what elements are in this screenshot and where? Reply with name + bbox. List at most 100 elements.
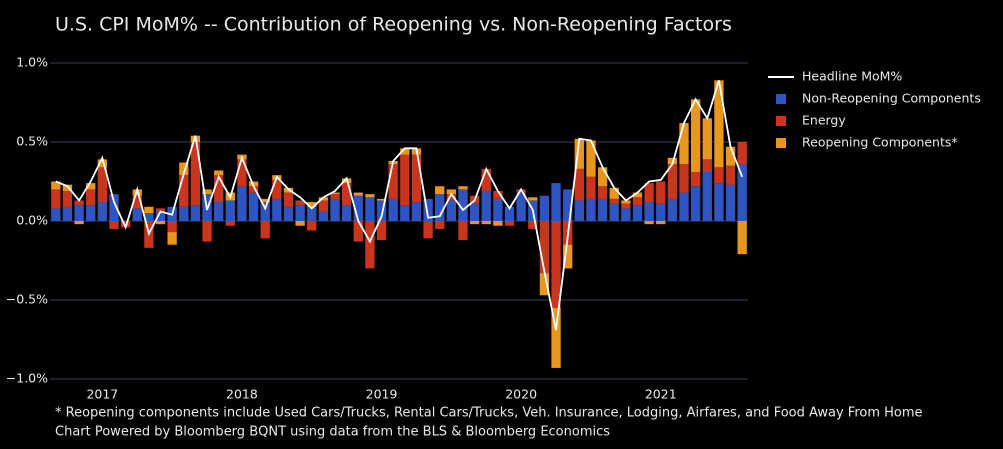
bar-segment bbox=[411, 154, 422, 203]
bar-segment bbox=[86, 189, 96, 206]
x-tick-label: 2018 bbox=[226, 387, 258, 402]
bar-segment bbox=[260, 198, 270, 203]
bar-segment bbox=[725, 165, 736, 185]
bar-segment bbox=[737, 221, 747, 255]
footnote: * Reopening components include Used Cars… bbox=[55, 406, 923, 421]
bar-segment bbox=[586, 198, 596, 221]
bar-segment bbox=[214, 202, 224, 221]
bar-segment bbox=[737, 142, 747, 165]
bar-segment bbox=[632, 205, 643, 221]
bar-segment bbox=[225, 200, 235, 221]
bar-segment bbox=[295, 200, 305, 206]
bar-segment bbox=[179, 162, 189, 176]
bar-segment bbox=[179, 175, 189, 207]
bar-segment bbox=[51, 208, 61, 221]
bar-segment bbox=[528, 197, 538, 201]
bar-segment bbox=[237, 159, 247, 187]
bar-segment bbox=[597, 198, 608, 221]
bar-segment bbox=[307, 202, 317, 207]
bar-segment bbox=[586, 176, 596, 199]
legend-label: Headline MoM% bbox=[802, 69, 902, 84]
bar-segment bbox=[97, 159, 108, 168]
bar-segment bbox=[190, 205, 201, 221]
bar-segment bbox=[214, 175, 224, 203]
x-tick-label: 2020 bbox=[505, 387, 537, 402]
bar-segment bbox=[225, 221, 235, 226]
bar-segment bbox=[702, 118, 712, 160]
bar-segment bbox=[516, 192, 526, 221]
bar-segment bbox=[376, 198, 387, 201]
bar-segment bbox=[155, 221, 166, 225]
bar-segment bbox=[563, 189, 573, 221]
bar-segment bbox=[539, 195, 550, 221]
footnote: Chart Powered by Bloomberg BQNT using da… bbox=[55, 425, 610, 440]
bar-segment bbox=[725, 184, 736, 221]
bar-segment bbox=[632, 192, 643, 198]
legend-swatch bbox=[776, 138, 786, 148]
bar-segment bbox=[644, 183, 654, 203]
x-tick-label: 2021 bbox=[645, 387, 677, 402]
bar-segment bbox=[551, 183, 561, 221]
bar-segment bbox=[167, 232, 177, 245]
bar-segment bbox=[353, 195, 363, 221]
legend-label: Energy bbox=[802, 113, 846, 128]
bar-segment bbox=[690, 172, 701, 187]
bar-segment bbox=[376, 200, 387, 221]
bar-segment bbox=[528, 221, 538, 229]
bar-segment bbox=[481, 221, 491, 225]
bar-segment bbox=[144, 213, 154, 221]
bar-segment bbox=[365, 221, 375, 269]
bar-segment bbox=[248, 186, 259, 193]
bar-segment bbox=[702, 159, 712, 173]
bar-segment bbox=[237, 186, 247, 221]
bar-segment bbox=[469, 203, 480, 221]
bar-segment bbox=[458, 221, 468, 240]
bar-segment bbox=[469, 221, 480, 225]
bar-segment bbox=[155, 211, 166, 221]
bar-segment bbox=[295, 205, 305, 221]
bar-segment bbox=[597, 186, 608, 199]
bar-segment bbox=[74, 205, 84, 221]
bar-segment bbox=[202, 189, 212, 195]
bar-segment bbox=[86, 205, 96, 221]
bar-segment bbox=[400, 148, 410, 155]
y-tick-label: 0.5% bbox=[16, 134, 48, 149]
bar-segment bbox=[248, 192, 259, 221]
bar-segment bbox=[504, 206, 515, 221]
bar-segment bbox=[446, 194, 457, 201]
bar-segment bbox=[632, 197, 643, 206]
bar-segment bbox=[318, 197, 329, 201]
bar-segment bbox=[365, 197, 375, 221]
bar-segment bbox=[388, 164, 398, 199]
legend-label: Reopening Components* bbox=[802, 135, 958, 150]
x-tick-label: 2017 bbox=[86, 387, 118, 402]
legend-label: Non-Reopening Components bbox=[802, 91, 981, 106]
bar-segment bbox=[586, 140, 596, 177]
bar-segment bbox=[714, 183, 724, 221]
bar-segment bbox=[51, 181, 61, 190]
bar-segment bbox=[62, 190, 73, 207]
bar-segment bbox=[609, 187, 619, 199]
bar-segment bbox=[574, 200, 584, 221]
y-tick-label: 1.0% bbox=[16, 55, 48, 70]
bar-segment bbox=[656, 181, 666, 204]
bar-segment bbox=[644, 202, 654, 221]
legend-swatch bbox=[776, 116, 786, 126]
bar-segment bbox=[656, 203, 666, 221]
y-tick-label: 0.0% bbox=[16, 213, 48, 228]
bar-segment bbox=[551, 221, 561, 308]
bar-segment bbox=[481, 190, 491, 221]
bar-segment bbox=[283, 192, 294, 207]
bar-segment bbox=[504, 221, 515, 226]
bar-segment bbox=[714, 80, 724, 168]
bar-segment bbox=[109, 194, 119, 221]
bar-segment bbox=[330, 192, 340, 195]
headline-line bbox=[55, 80, 744, 331]
bar-segment bbox=[667, 164, 678, 199]
bar-segment bbox=[74, 200, 84, 206]
bar-segment bbox=[667, 198, 678, 221]
bar-segment bbox=[202, 221, 212, 242]
bar-segment bbox=[714, 167, 724, 184]
bar-segment bbox=[120, 221, 131, 228]
bar-segment bbox=[62, 206, 73, 221]
